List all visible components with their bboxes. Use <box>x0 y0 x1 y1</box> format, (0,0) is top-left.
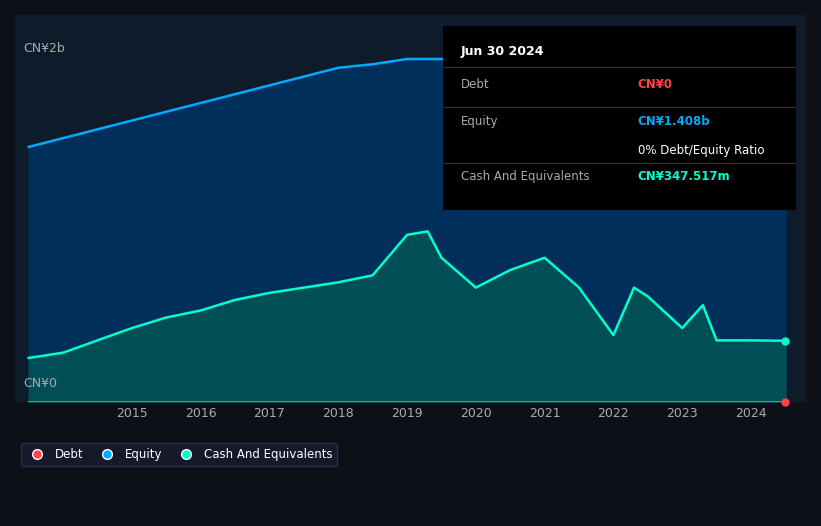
Text: CN¥2b: CN¥2b <box>23 42 65 55</box>
Text: CN¥347.517m: CN¥347.517m <box>638 170 730 183</box>
Text: Equity: Equity <box>461 115 498 128</box>
Legend: Debt, Equity, Cash And Equivalents: Debt, Equity, Cash And Equivalents <box>21 443 337 466</box>
Text: Debt: Debt <box>461 78 489 91</box>
Text: CN¥1.408b: CN¥1.408b <box>638 115 710 128</box>
Text: 0% Debt/Equity Ratio: 0% Debt/Equity Ratio <box>638 144 764 157</box>
Text: CN¥0: CN¥0 <box>638 78 672 91</box>
Text: Cash And Equivalents: Cash And Equivalents <box>461 170 589 183</box>
Text: Jun 30 2024: Jun 30 2024 <box>461 45 544 58</box>
Text: CN¥0: CN¥0 <box>23 377 57 390</box>
